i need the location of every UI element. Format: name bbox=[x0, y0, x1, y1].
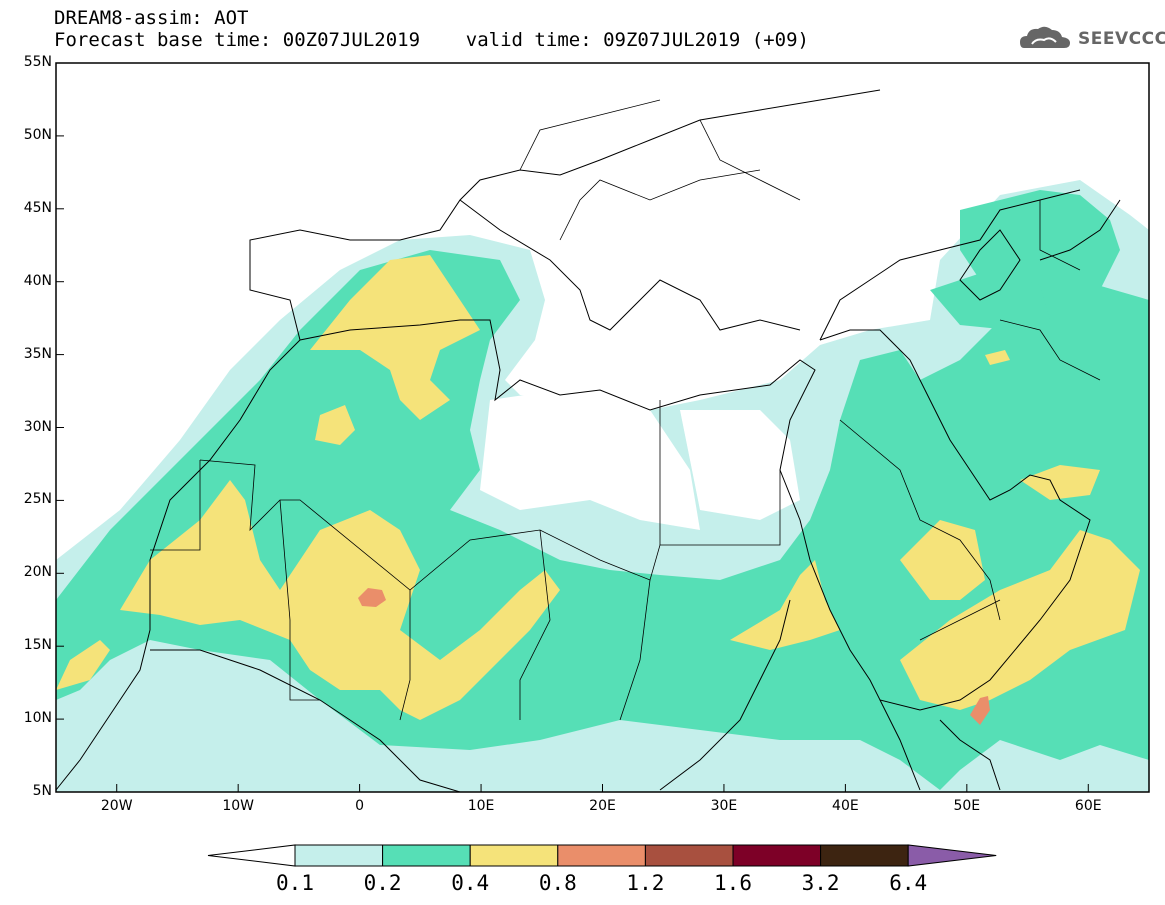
lon-label: 10W bbox=[222, 798, 254, 814]
colorbar-swatch bbox=[732, 844, 822, 867]
colorbar-label: 0.4 bbox=[451, 871, 490, 895]
map-ticks bbox=[56, 62, 1089, 793]
colorbar-under-triangle bbox=[207, 844, 296, 867]
colorbar-swatch bbox=[382, 844, 471, 867]
lon-label: 60E bbox=[1074, 798, 1102, 814]
seevccc-logo-text: SEEVCCC bbox=[1078, 29, 1165, 49]
colorbar-label: 3.2 bbox=[801, 871, 840, 895]
colorbar-label: 0.1 bbox=[276, 871, 314, 895]
lat-label: 40N bbox=[23, 272, 52, 289]
colorbar-label: 1.6 bbox=[714, 871, 752, 895]
lat-label: 30N bbox=[23, 418, 52, 435]
lat-label: 20N bbox=[23, 564, 52, 581]
lat-label: 25N bbox=[23, 491, 52, 508]
aot-band-0.4 bbox=[120, 480, 560, 720]
seevccc-logo-cloud-icon bbox=[1020, 26, 1070, 48]
lat-label: 10N bbox=[23, 710, 52, 727]
lat-label: 45N bbox=[23, 199, 52, 216]
lat-label: 35N bbox=[23, 345, 52, 362]
colorbar-label: 6.4 bbox=[889, 871, 928, 895]
colorbar-swatch bbox=[820, 844, 909, 867]
lat-label: 50N bbox=[23, 126, 52, 143]
borders bbox=[150, 99, 1101, 721]
colorbar-swatch bbox=[294, 844, 384, 867]
colorbar-label: 1.2 bbox=[626, 871, 665, 895]
colorbar-swatch bbox=[557, 844, 646, 867]
colorbar-swatch bbox=[469, 844, 559, 867]
lon-label: 20E bbox=[589, 798, 616, 814]
forecast-time-line: Forecast base time: 00Z07JUL2019 valid t… bbox=[54, 29, 809, 51]
aot-field bbox=[56, 180, 1149, 792]
lon-label: 30E bbox=[710, 798, 738, 814]
aot-band-0.8 bbox=[358, 588, 386, 607]
lon-label: 0 bbox=[355, 798, 365, 814]
lon-label: 40E bbox=[832, 798, 859, 814]
lat-label: 55N bbox=[23, 54, 52, 70]
coastlines bbox=[56, 89, 1121, 792]
colorbar-swatch bbox=[644, 844, 734, 867]
map-title: DREAM8-assim: AOT bbox=[54, 7, 249, 29]
lon-label: 10E bbox=[467, 798, 495, 814]
lon-label: 20W bbox=[100, 798, 133, 814]
lat-label: 5N bbox=[32, 783, 52, 799]
lon-label: 50E bbox=[953, 798, 981, 814]
lat-label: 15N bbox=[23, 637, 52, 654]
colorbar-label: 0.2 bbox=[363, 871, 402, 895]
aot-colorbar bbox=[207, 844, 997, 867]
colorbar-over-triangle bbox=[907, 844, 997, 867]
colorbar-label: 0.8 bbox=[538, 871, 577, 895]
